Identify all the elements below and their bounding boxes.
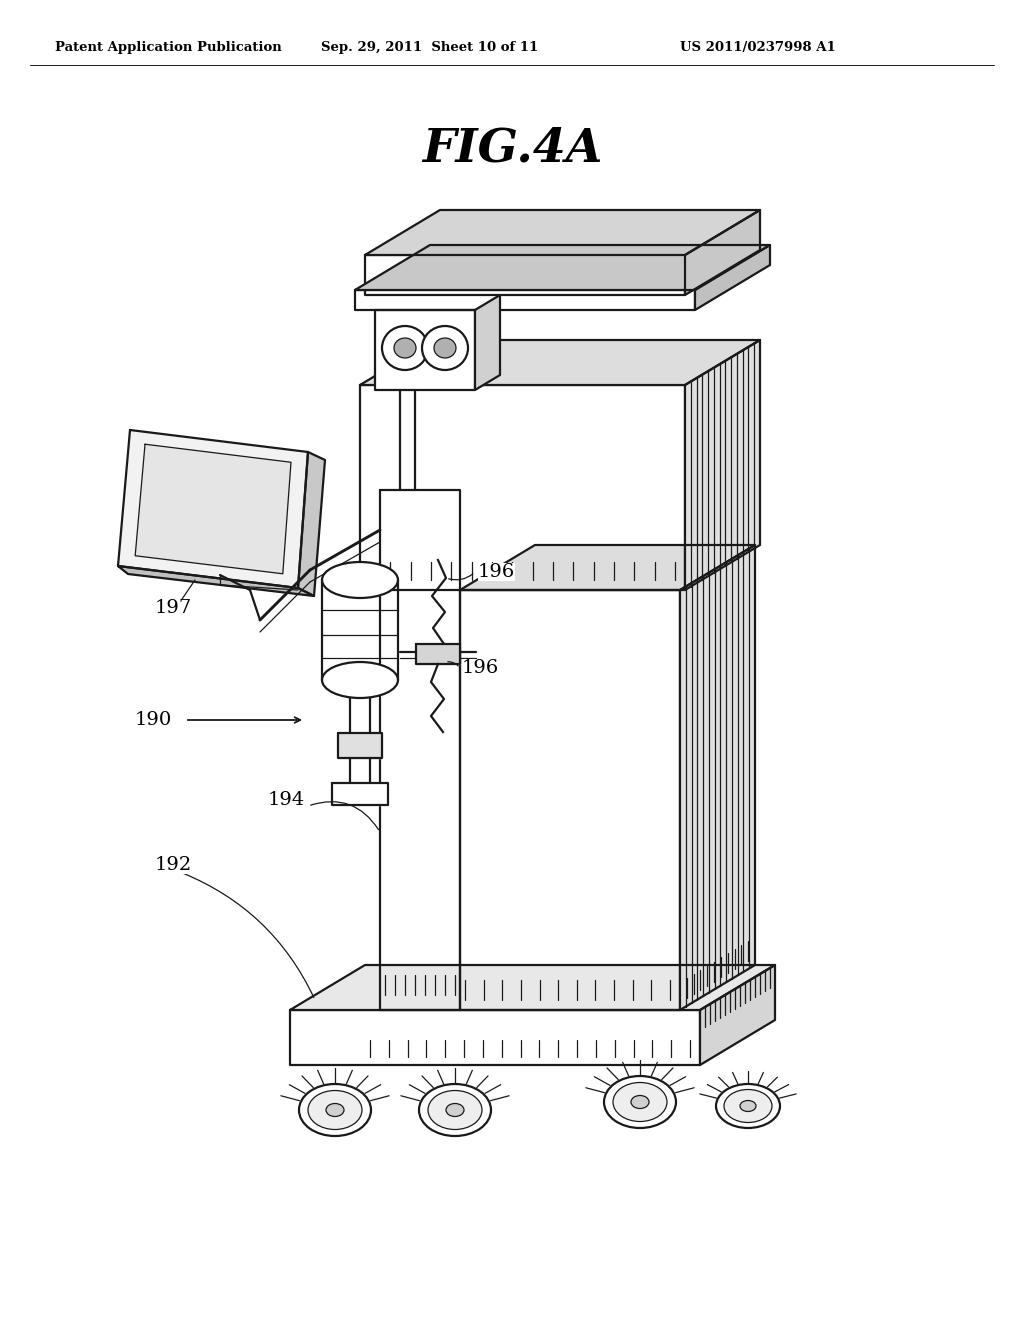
Text: FIG.4A: FIG.4A [422,125,602,172]
Ellipse shape [740,1101,756,1111]
Text: 197: 197 [155,599,193,616]
Polygon shape [475,294,500,389]
Ellipse shape [382,326,428,370]
Text: US 2011/0237998 A1: US 2011/0237998 A1 [680,41,836,54]
Ellipse shape [446,1104,464,1117]
Polygon shape [135,445,291,574]
Text: 194: 194 [267,791,305,809]
Ellipse shape [419,1084,490,1137]
Polygon shape [680,545,755,1010]
Polygon shape [700,965,775,1065]
Polygon shape [332,783,388,805]
Polygon shape [290,1010,700,1065]
Polygon shape [685,341,760,590]
Polygon shape [416,644,460,664]
Text: Patent Application Publication: Patent Application Publication [55,41,282,54]
Ellipse shape [394,338,416,358]
Polygon shape [118,566,314,597]
Text: 192: 192 [155,855,193,874]
Polygon shape [460,590,680,1010]
Text: 196: 196 [462,659,500,677]
Ellipse shape [716,1084,780,1129]
Polygon shape [695,246,770,310]
Ellipse shape [326,1104,344,1117]
Text: 196: 196 [478,564,515,581]
Ellipse shape [428,1090,482,1130]
Ellipse shape [422,326,468,370]
Ellipse shape [434,338,456,358]
Polygon shape [375,310,475,389]
Ellipse shape [604,1076,676,1129]
Ellipse shape [322,663,398,698]
Text: 190: 190 [135,711,172,729]
Polygon shape [380,490,460,1010]
Polygon shape [360,385,685,590]
Polygon shape [290,965,775,1010]
Polygon shape [338,733,382,758]
Ellipse shape [724,1089,772,1122]
Polygon shape [118,430,308,587]
Polygon shape [365,255,685,294]
Ellipse shape [322,562,398,598]
Polygon shape [355,290,695,310]
Polygon shape [685,210,760,294]
Ellipse shape [308,1090,362,1130]
Ellipse shape [299,1084,371,1137]
Polygon shape [360,341,760,385]
Polygon shape [298,451,325,597]
Polygon shape [460,545,755,590]
Ellipse shape [631,1096,649,1109]
Ellipse shape [613,1082,667,1122]
Polygon shape [355,246,770,290]
Text: Sep. 29, 2011  Sheet 10 of 11: Sep. 29, 2011 Sheet 10 of 11 [322,41,539,54]
Polygon shape [365,210,760,255]
